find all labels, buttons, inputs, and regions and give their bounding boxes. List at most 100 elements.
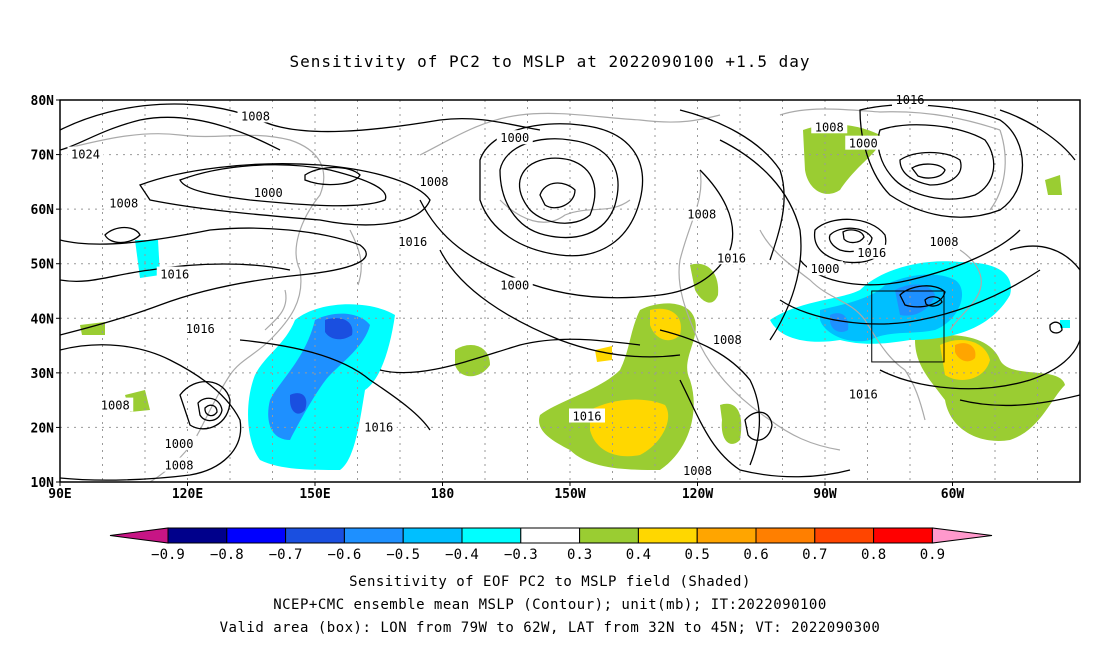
colorbar-max-arrow — [931, 527, 993, 544]
colorbar-swatch — [520, 527, 581, 544]
contour-label-bg — [161, 435, 197, 450]
contour-label-bg — [182, 321, 219, 336]
valid-area-box — [871, 290, 945, 363]
lon-tick-label: 120E — [172, 487, 203, 502]
colorbar-label: 0.5 — [685, 547, 710, 563]
lon-tick-label: 60W — [941, 487, 965, 502]
lat-tick-label: 40N — [31, 312, 55, 327]
colorbar-label: 0.9 — [920, 547, 945, 563]
contour-label: 1016 — [364, 420, 393, 434]
latitude-axis: 80N 70N 60N 50N 40N 30N 20N 10N — [31, 94, 60, 491]
colorbar-swatch — [579, 527, 639, 544]
contour-label-bg — [416, 173, 452, 188]
contour-label: 1016 — [573, 410, 602, 424]
colorbar-swatch — [873, 527, 933, 544]
map-plot-area — [60, 100, 1080, 482]
footer-line-1: Sensitivity of EOF PC2 to MSLP field (Sh… — [349, 574, 751, 590]
colorbar-swatch — [461, 527, 522, 544]
contour-label: 1008 — [241, 109, 270, 123]
contour-label: 1000 — [500, 279, 529, 293]
contour-label-bg — [845, 386, 882, 401]
contour-label: 1008 — [815, 120, 844, 134]
lon-tick-label: 150W — [554, 487, 585, 502]
contour-label: 1016 — [160, 268, 189, 282]
colorbar-label: −0.8 — [210, 547, 244, 563]
contour-label: 1016 — [717, 251, 746, 265]
colorbar-label: −0.5 — [386, 547, 420, 563]
contour-label-bg — [853, 244, 890, 259]
colorbar-swatch — [343, 527, 404, 544]
contour-label: 1024 — [71, 148, 100, 162]
colorbar-label: −0.4 — [445, 547, 479, 563]
colorbar-swatch — [814, 527, 875, 544]
contour-label: 1016 — [857, 246, 886, 260]
lat-tick-label: 30N — [31, 367, 55, 382]
contour-label: 1008 — [165, 459, 194, 473]
contour-label: 1000 — [500, 131, 529, 145]
contour-label-bg — [67, 146, 104, 161]
contour-label: 1008 — [930, 235, 959, 249]
lat-tick-label: 70N — [31, 149, 55, 164]
lat-tick-label: 10N — [31, 476, 55, 491]
colorbar-label: −0.3 — [504, 547, 538, 563]
colorbar-label: −0.7 — [269, 547, 303, 563]
contour-label-bg — [679, 463, 716, 478]
contour-label-bg — [845, 135, 882, 150]
colorbar-swatch — [167, 527, 228, 544]
contour-label-bg — [496, 130, 533, 145]
contour-label: 1016 — [186, 322, 215, 336]
contour-label: 1008 — [687, 208, 716, 222]
contour-label-bg — [709, 332, 746, 347]
colorbar-label: −0.9 — [151, 547, 185, 563]
contour-label-bg — [360, 419, 397, 434]
contour-label: 1000 — [849, 137, 878, 151]
contour-label: 1008 — [683, 464, 712, 478]
colorbar: −0.9 −0.8 −0.7 −0.6 −0.5 −0.4 −0.3 0.3 0.4 0.5 0.6… — [109, 527, 993, 563]
contour-label: 1008 — [101, 399, 130, 413]
contour-label-bg — [683, 206, 720, 221]
colorbar-swatch — [637, 527, 698, 544]
contour-label: 1016 — [849, 388, 878, 402]
colorbar-label: 0.3 — [567, 547, 592, 563]
colorbar-min-arrow — [109, 527, 169, 544]
contour-label-bg — [892, 92, 928, 106]
lon-tick-label: 150E — [299, 487, 330, 502]
contour-label-bg — [161, 457, 197, 472]
lat-tick-label: 50N — [31, 258, 55, 273]
contour-label: 1008 — [420, 175, 449, 189]
map-title: Sensitivity of PC2 to MSLP at 2022090100… — [289, 52, 811, 71]
contour-label-bg — [105, 195, 142, 210]
colorbar-label: 0.7 — [802, 547, 827, 563]
contour-label-bg — [237, 108, 274, 123]
contour-label-bg — [250, 184, 287, 199]
lon-tick-label: 180 — [431, 487, 455, 502]
lon-tick-label: 90W — [813, 487, 837, 502]
contour-label: 1000 — [165, 437, 194, 451]
colorbar-label: 0.8 — [861, 547, 886, 563]
contour-label-bg — [569, 408, 605, 423]
lat-tick-label: 80N — [31, 94, 55, 109]
contour-label-bg — [496, 277, 533, 292]
isobar-contours — [60, 103, 1080, 481]
colorbar-swatch — [285, 527, 345, 544]
lon-tick-label: 90E — [48, 487, 71, 502]
contour-label-bg — [713, 250, 750, 265]
colorbar-swatch — [755, 527, 816, 544]
colorbar-label: 0.6 — [743, 547, 768, 563]
contour-label: 1008 — [109, 197, 138, 211]
coastlines — [60, 108, 1006, 482]
contour-label-bg — [811, 119, 848, 134]
contour-label-bg — [156, 266, 193, 281]
contour-label-bg — [394, 233, 431, 248]
longitude-axis: 90E 120E 150E 180 150W 120W 90W 60W — [48, 482, 964, 502]
lat-tick-label: 60N — [31, 203, 55, 218]
colorbar-label: 0.4 — [626, 547, 651, 563]
contour-label-bg — [807, 261, 843, 276]
colorbar-swatch — [226, 527, 287, 544]
footer-line-2: NCEP+CMC ensemble mean MSLP (Contour); u… — [273, 597, 827, 613]
contour-label-bg — [97, 397, 134, 412]
lat-tick-label: 20N — [31, 421, 55, 436]
contour-label: 1016 — [398, 235, 427, 249]
contour-labels: 1024 1008 1000 1008 1008 1000 1016 1016 1016 1008… — [67, 92, 962, 478]
